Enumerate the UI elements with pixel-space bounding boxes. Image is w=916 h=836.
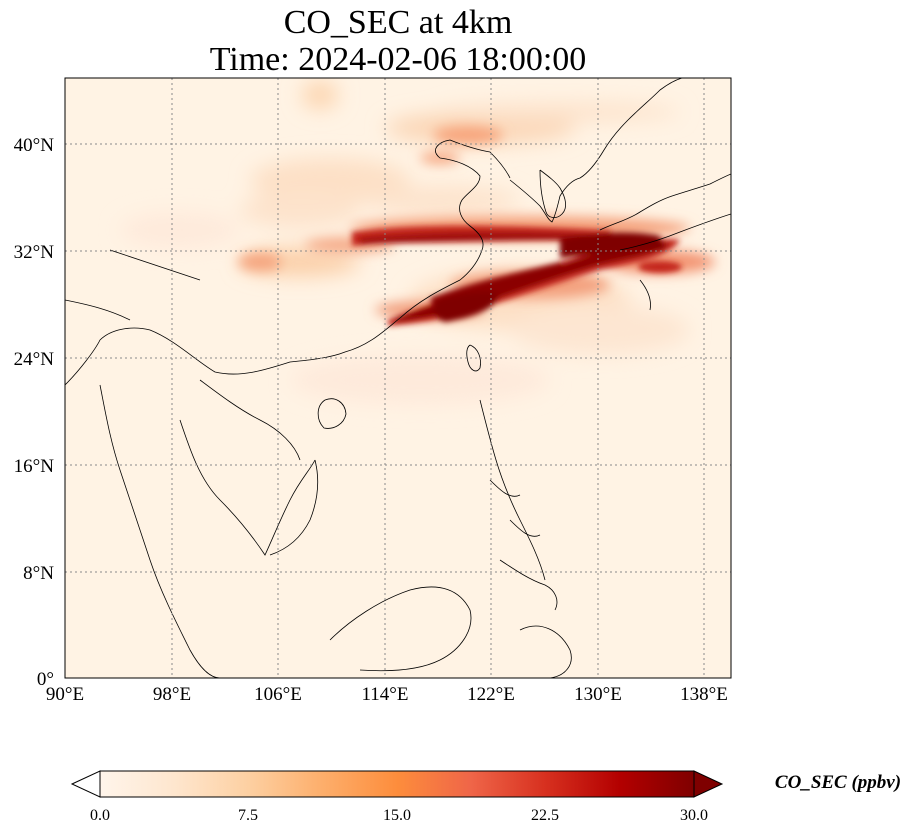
lat-tick-label: 8°N (23, 563, 54, 584)
lat-ticks: 0° 8°N 16°N 24°N 32°N 40°N (14, 135, 55, 690)
lon-tick-label: 138°E (680, 684, 728, 705)
lon-ticks: 90°E 98°E 106°E 114°E 122°E 130°E 138°E (46, 684, 728, 705)
map-frame (64, 77, 732, 679)
gridlines (65, 78, 731, 678)
lat-tick-label: 16°N (14, 456, 55, 477)
colorbar-gradient (99, 770, 695, 798)
map-panel (65, 78, 731, 678)
colorbar-tick-label: 7.5 (238, 807, 258, 824)
title-line-2: Time: 2024-02-06 18:00:00 (210, 41, 587, 78)
lon-tick-label: 130°E (574, 684, 622, 705)
colorbar-tick-label: 30.0 (680, 807, 708, 824)
lon-tick-label: 106°E (254, 684, 302, 705)
lat-tick-label: 0° (37, 669, 54, 690)
colorbar-over-arrow (693, 770, 724, 798)
lat-tick-label: 24°N (14, 349, 55, 370)
lat-tick-label: 32°N (14, 242, 55, 263)
title-line-1: CO_SEC at 4km (284, 4, 513, 41)
lon-tick-label: 98°E (153, 684, 191, 705)
colorbar-tick-label: 15.0 (383, 807, 411, 824)
colorbar: 0.0 7.5 15.0 22.5 30.0 CO_SEC (ppbv) (70, 770, 901, 824)
lat-tick-label: 40°N (14, 135, 55, 156)
colorbar-label: CO_SEC (ppbv) (775, 772, 901, 793)
colorbar-tick-label: 22.5 (531, 807, 559, 824)
lon-tick-label: 122°E (467, 684, 515, 705)
colorbar-tick-label: 0.0 (90, 807, 110, 824)
plume-high (352, 225, 682, 326)
lon-tick-label: 114°E (362, 684, 409, 705)
lon-tick-label: 90°E (46, 684, 84, 705)
colorbar-under-arrow (70, 770, 101, 798)
coastlines (65, 78, 731, 678)
